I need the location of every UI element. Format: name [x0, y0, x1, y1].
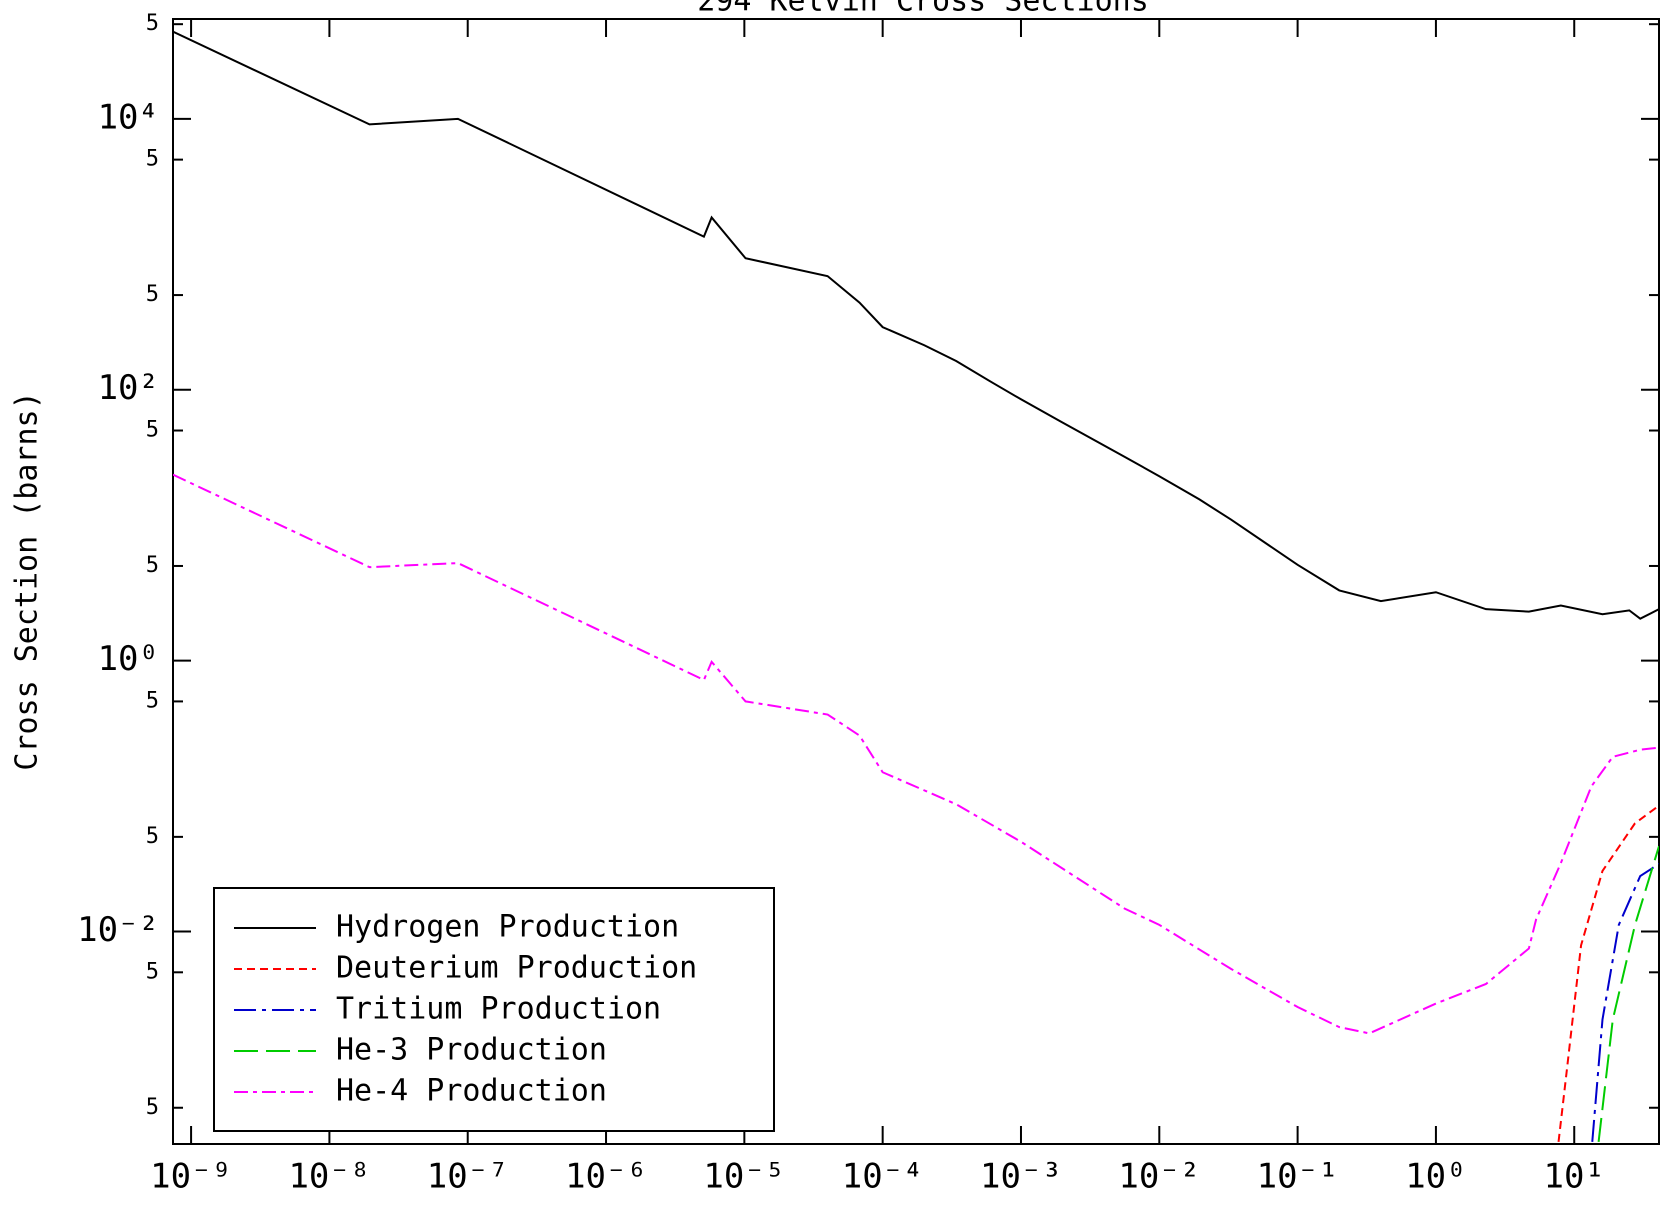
x-tick-label: 10⁻⁹ [150, 1157, 232, 1197]
legend-label: He-4 Production [336, 1074, 607, 1109]
x-tick-label: 10⁻² [1118, 1157, 1200, 1197]
y-tick-label: 10⁻² [77, 910, 159, 950]
chart-title: 294 Kelvin Cross Sections [697, 0, 1149, 19]
y-tick-label: 10² [98, 368, 159, 408]
legend-label: Hydrogen Production [336, 910, 679, 945]
x-tick-label: 10⁻⁷ [427, 1157, 509, 1197]
y-tick-label: 5 [146, 959, 159, 984]
legend: Hydrogen Production Deuterium Production T… [213, 887, 775, 1132]
y-tick-label: 5 [146, 282, 159, 307]
series-line [1597, 845, 1659, 1142]
legend-label: Tritium Production [336, 992, 661, 1027]
x-tick-label: 10⁻⁶ [565, 1157, 647, 1197]
plot-frame [172, 18, 1660, 1145]
x-tick-label: 10⁻¹ [1257, 1157, 1339, 1197]
series-line [1591, 863, 1659, 1142]
y-tick-label: 5 [146, 418, 159, 443]
x-tick-label: 10⁻⁴ [842, 1157, 924, 1197]
y-tick-label: 10⁰ [98, 639, 159, 679]
x-tick-label: 10⁻³ [980, 1157, 1062, 1197]
y-tick-label: 10⁴ [98, 97, 159, 137]
series-line [173, 30, 1659, 620]
legend-label: Deuterium Production [336, 951, 697, 986]
y-tick-label: 5 [146, 11, 159, 36]
y-tick-label: 5 [146, 824, 159, 849]
y-tick-label: 5 [146, 688, 159, 713]
x-tick-label: 10¹ [1544, 1157, 1605, 1197]
y-tick-label: 5 [146, 147, 159, 172]
y-axis-label: Cross Section (barns) [10, 391, 45, 770]
y-tick-label: 5 [146, 553, 159, 578]
x-tick-label: 10⁰ [1405, 1157, 1466, 1197]
series-line [1557, 804, 1659, 1142]
x-tick-label: 10⁻⁸ [288, 1157, 370, 1197]
legend-label: He-3 Production [336, 1033, 607, 1068]
x-tick-label: 10⁻⁵ [703, 1157, 785, 1197]
plot-area [173, 30, 1659, 1142]
y-tick-label: 5 [146, 1095, 159, 1120]
series-line [173, 473, 1659, 1035]
